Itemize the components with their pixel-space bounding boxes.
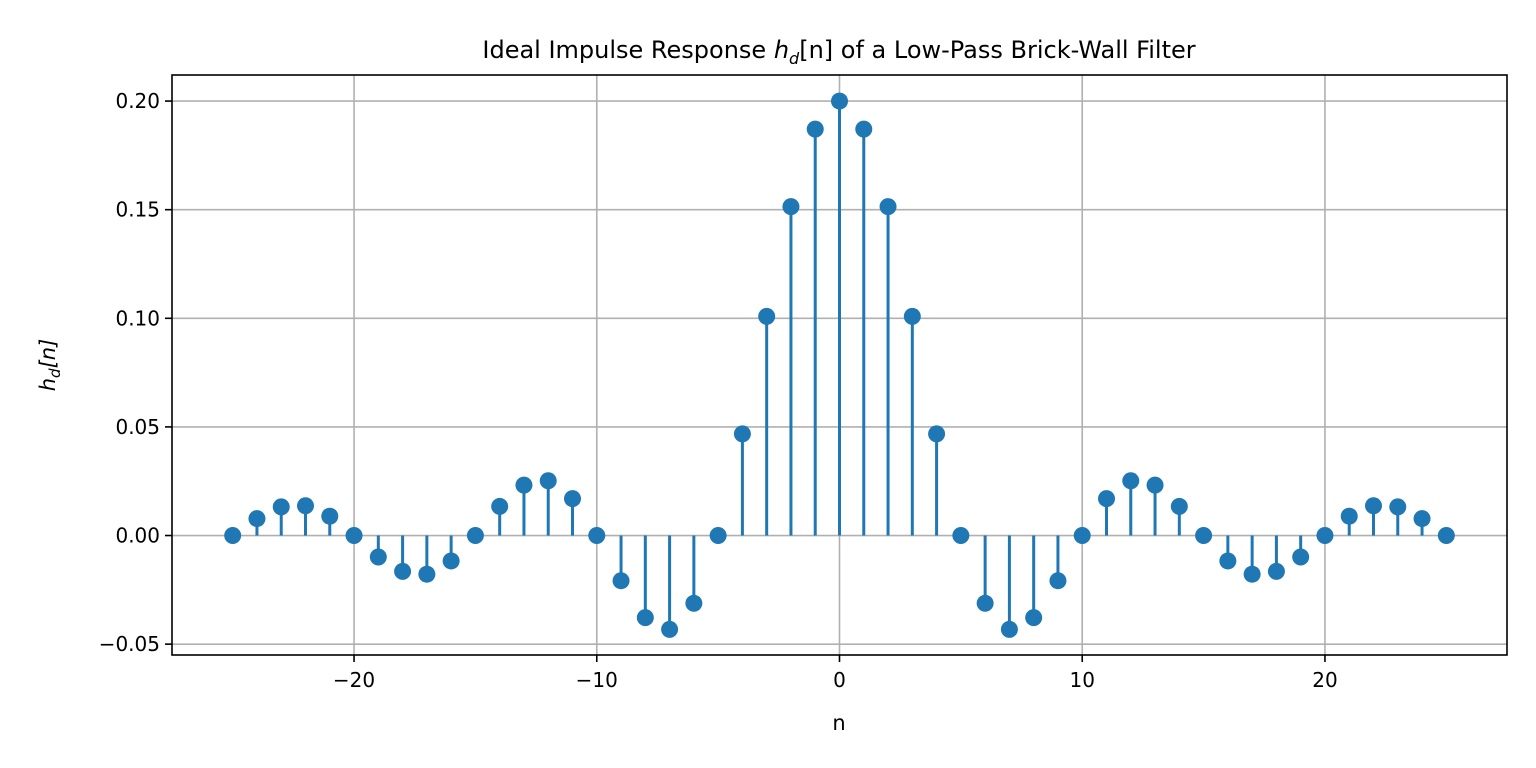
x-axis-label: n: [832, 711, 845, 735]
stem-marker: [491, 497, 509, 515]
stem-marker: [369, 548, 387, 566]
stem-marker: [1146, 476, 1164, 494]
stem-series: [224, 92, 1455, 638]
y-tick-label: 0.20: [115, 89, 160, 113]
stem-marker: [612, 572, 630, 590]
y-tick-label: 0.10: [115, 306, 160, 330]
plot-frame: [171, 74, 1508, 656]
stem-marker: [1389, 498, 1407, 516]
stem-marker: [976, 594, 994, 612]
stem-marker: [1316, 527, 1334, 545]
stem-marker: [515, 476, 533, 494]
stem-marker: [661, 620, 679, 638]
stem-marker: [297, 497, 314, 515]
stem-marker: [758, 307, 776, 325]
stem-marker: [782, 198, 800, 216]
chart-title-suffix: of a Low-Pass Brick-Wall Filter: [833, 36, 1196, 64]
stem-marker: [564, 490, 581, 508]
stem-marker: [1025, 609, 1043, 627]
stem-marker: [588, 527, 606, 545]
chart-title-symbol: h: [774, 36, 789, 64]
x-axis-ticks: −20 −10 0 10 20: [333, 655, 1338, 692]
stem-marker: [709, 527, 727, 545]
stem-marker: [345, 527, 363, 545]
stem-marker: [685, 594, 703, 612]
y-axis-label-symbol: h: [36, 378, 60, 391]
stem-marker: [879, 198, 897, 216]
stem-marker: [903, 307, 921, 325]
chart-title: Ideal Impulse Response hd[n] of a Low-Pa…: [482, 36, 1195, 68]
stem-marker: [272, 498, 290, 516]
stem-marker: [733, 425, 751, 443]
x-tick-label: 10: [1070, 668, 1095, 692]
stem-marker: [394, 562, 412, 580]
stem-marker: [855, 120, 873, 138]
chart-title-prefix: Ideal Impulse Response: [482, 36, 773, 64]
stem-marker: [1437, 527, 1455, 545]
stem-marker: [321, 507, 339, 525]
stem-marker: [1073, 527, 1091, 545]
stem-marker: [1000, 620, 1018, 638]
x-tick-label: 20: [1312, 668, 1337, 692]
stem-marker: [1049, 572, 1067, 590]
y-axis-ticks: −0.05 0.00 0.05 0.10 0.15 0.20: [99, 89, 172, 656]
stem-marker: [539, 472, 557, 490]
y-axis-label: hd[n]: [36, 339, 64, 392]
stem-marker: [1340, 507, 1358, 525]
stem-marker: [1413, 510, 1431, 528]
stem-marker: [1243, 565, 1261, 583]
x-tick-label: −10: [576, 668, 618, 692]
y-tick-label: −0.05: [99, 632, 160, 656]
y-tick-label: 0.00: [115, 524, 160, 548]
y-axis-label-subscript: d: [46, 368, 64, 378]
stem-marker: [442, 552, 460, 570]
chart-title-math: [n]: [799, 36, 833, 64]
stem-marker: [636, 609, 654, 627]
y-axis-label-suffix: [n]: [36, 339, 60, 369]
stem-marker: [928, 425, 946, 443]
stem-marker: [418, 565, 436, 583]
y-tick-label: 0.05: [115, 415, 160, 439]
stem-marker: [1292, 548, 1310, 566]
stem-marker: [1098, 490, 1115, 508]
x-tick-label: 0: [833, 668, 846, 692]
y-tick-label: 0.15: [115, 198, 160, 222]
stem-marker: [248, 510, 266, 528]
stem-marker: [1219, 552, 1237, 570]
stem-marker: [806, 120, 824, 138]
chart-title-subscript: d: [789, 49, 800, 68]
stem-marker: [1170, 497, 1188, 515]
x-tick-label: −20: [333, 668, 375, 692]
stem-marker: [831, 92, 848, 110]
stem-marker: [1267, 562, 1285, 580]
stem-marker: [1122, 472, 1140, 490]
stem-marker: [952, 527, 970, 545]
stem-marker: [1195, 527, 1213, 545]
stem-marker: [1365, 497, 1382, 515]
stem-marker: [224, 527, 242, 545]
stem-marker: [466, 527, 484, 545]
